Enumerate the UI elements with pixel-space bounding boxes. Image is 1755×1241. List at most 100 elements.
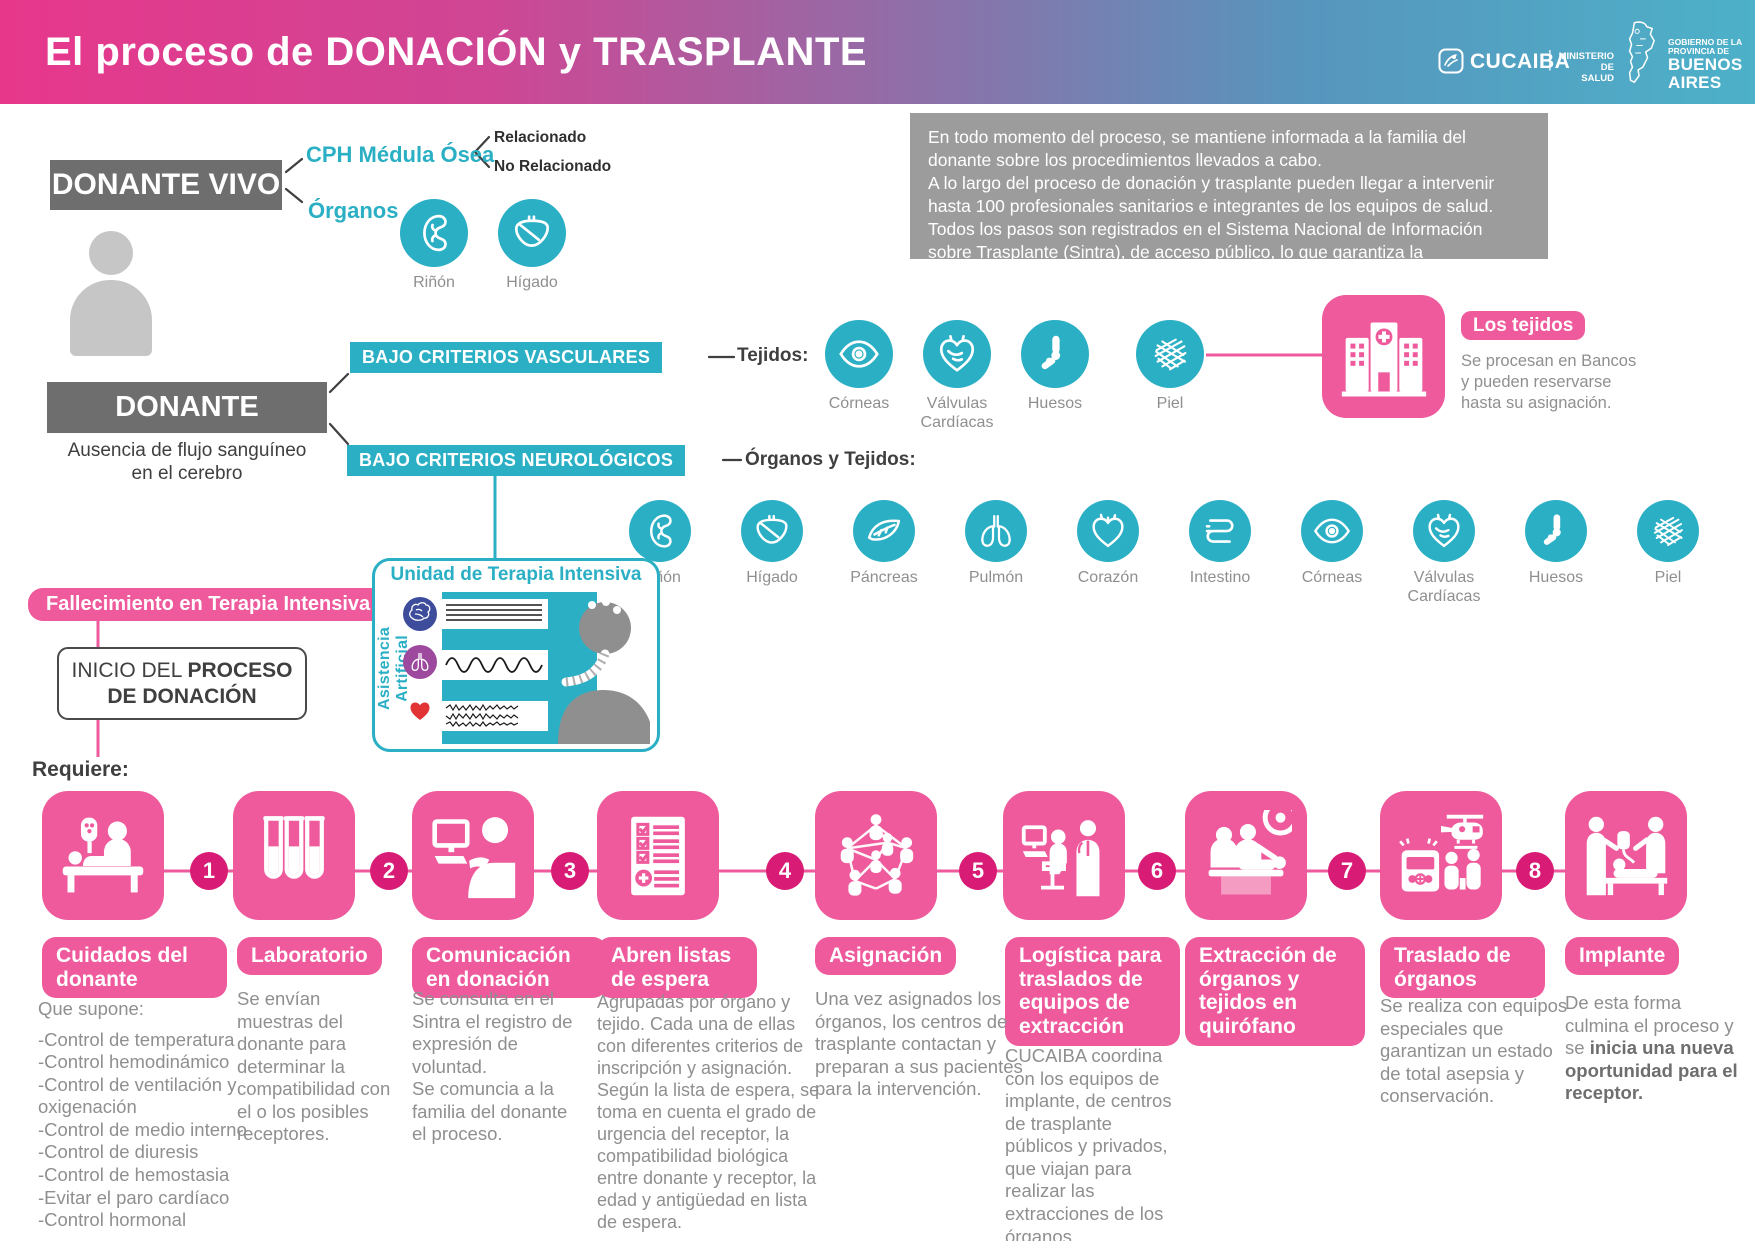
cucaiba-logo-text: CUCAIBA bbox=[1470, 50, 1571, 73]
skin-icon bbox=[1136, 320, 1204, 388]
cornea-icon bbox=[825, 320, 893, 388]
donante-fallecido-subtitle: Ausencia de flujo sanguíneo en el cerebr… bbox=[67, 440, 307, 484]
step-number: 3 bbox=[551, 852, 589, 890]
li­ver-icon bbox=[741, 500, 803, 562]
step-title: Comunicación en donación bbox=[412, 937, 607, 999]
kidney-icon bbox=[629, 500, 691, 562]
step-title: Traslado de órganos bbox=[1380, 937, 1545, 999]
info-line: En todo momento del proceso, se mantiene… bbox=[928, 127, 1466, 170]
bone-icon bbox=[1021, 320, 1089, 388]
step-title: Asignación bbox=[815, 937, 957, 975]
bajo-criterios-vasculares-tag: BAJO CRITERIOS VASCULARES bbox=[350, 342, 663, 373]
info-line: A lo largo del proceso de donación y tra… bbox=[928, 173, 1495, 216]
step-body-comunicacion: Se consulta en el Sintra el registro de … bbox=[412, 988, 573, 1145]
step-number: 2 bbox=[370, 852, 408, 890]
inicio-text-bold: PROCESO bbox=[187, 658, 293, 682]
step-icon-listas bbox=[597, 791, 719, 920]
step-body-listas: Agrupadas por órgano y tejido. Cada una … bbox=[597, 992, 820, 1232]
person-silhouette-body bbox=[70, 280, 152, 356]
inicio-text: INICIO DEL bbox=[71, 658, 188, 682]
organos-label: Órganos bbox=[308, 198, 399, 223]
donante-vivo-box: DONANTE VIVO bbox=[50, 160, 282, 210]
intestine-icon bbox=[1189, 500, 1251, 562]
requiere-label: Requiere: bbox=[32, 758, 129, 781]
step-title: Extracción de órganos y tejidos en quiró… bbox=[1185, 937, 1365, 1046]
heart-valve-icon bbox=[923, 320, 991, 388]
step-title: Logística para traslados de equipos de e… bbox=[1005, 937, 1180, 1046]
organ-label: Páncreas bbox=[850, 569, 918, 586]
no-relacionado-label: No Relacionado bbox=[494, 158, 612, 175]
pancreas-icon bbox=[853, 500, 915, 562]
tejido-label: Córneas bbox=[828, 395, 890, 412]
organos-y-tejidos-label: Órganos y Tejidos: bbox=[745, 449, 916, 470]
gobierno-ba-logo: GOBIERNO DE LA PROVINCIA DE BUENOS AIRES bbox=[1668, 37, 1743, 92]
donante-fallecido-box: DONANTE FALLECIDO bbox=[47, 382, 327, 474]
organ-label: Riñón bbox=[413, 274, 455, 291]
step-number: 7 bbox=[1328, 852, 1366, 890]
step-body-implante: De esta forma culmina el proceso y se in… bbox=[1565, 992, 1738, 1104]
step-body-laboratorio: Se envían muestras del donante para dete… bbox=[237, 988, 391, 1145]
process-info-box: En todo momento del proceso, se mantiene… bbox=[910, 113, 1548, 285]
organ-label: Válvulas Cardíacas bbox=[1407, 569, 1481, 606]
step-body-traslado: Se realiza con equipos especiales que ga… bbox=[1380, 995, 1568, 1107]
step-icon-implante bbox=[1565, 791, 1687, 920]
organ-label: Hígado bbox=[746, 569, 798, 586]
bajo-criterios-neurologicos-tag: BAJO CRITERIOS NEUROLÓGICOS bbox=[347, 445, 686, 476]
organ-label: Piel bbox=[1654, 569, 1682, 586]
step-icon-comunicacion bbox=[412, 791, 534, 920]
los-tejidos-pill: Los tejidos bbox=[1461, 311, 1586, 341]
uti-title: Unidad de Terapia Intensiva bbox=[390, 564, 642, 585]
cucaiba-logo-icon bbox=[1438, 48, 1464, 74]
step-icon-logistica bbox=[1003, 791, 1125, 920]
step-title: Abren listas de espera bbox=[597, 937, 757, 999]
buenos-aires-map-icon bbox=[1628, 21, 1655, 83]
step-icon-laboratorio bbox=[233, 791, 355, 920]
uti-side-label: Asistencia Artificial bbox=[376, 626, 411, 710]
organ-label: Huesos bbox=[1528, 569, 1584, 586]
step-icon-extraccion bbox=[1185, 791, 1307, 920]
cornea-icon bbox=[1301, 500, 1363, 562]
kidney-icon bbox=[400, 199, 468, 267]
inicio-text-bold2: DE DONACIÓN bbox=[107, 684, 257, 708]
logo-divider: | bbox=[1547, 46, 1553, 71]
step-number: 1 bbox=[190, 852, 228, 890]
step-number: 8 bbox=[1516, 852, 1554, 890]
skin-icon bbox=[1637, 500, 1699, 562]
page-title: El proceso de DONACIÓN y TRASPLANTE bbox=[45, 29, 868, 74]
step-number: 5 bbox=[959, 852, 997, 890]
organ-label: Hígado bbox=[506, 274, 558, 291]
inicio-proceso-box: INICIO DEL PROCESO DE DONACIÓN bbox=[57, 647, 307, 720]
tejido-label: Piel bbox=[1156, 395, 1184, 412]
organ-label: Córneas bbox=[1301, 569, 1363, 586]
tejidos-label: Tejidos: bbox=[737, 345, 809, 366]
step-title: Implante bbox=[1565, 937, 1680, 975]
tejido-label: Huesos bbox=[1027, 395, 1083, 412]
info-line: Todos los pasos son registrados en el Si… bbox=[928, 219, 1483, 285]
lungs-icon bbox=[965, 500, 1027, 562]
organ-label: Pulmón bbox=[968, 569, 1024, 586]
heart-icon bbox=[1077, 500, 1139, 562]
uti-illustration bbox=[403, 592, 650, 744]
liver-icon bbox=[498, 199, 566, 267]
person-silhouette-head bbox=[89, 231, 133, 275]
step-body-logistica: CUCAIBA coordina con los equipos de impl… bbox=[1005, 1045, 1172, 1241]
header-bar: El proceso de DONACIÓN y TRASPLANTE CUCA… bbox=[0, 0, 1755, 104]
tejido-label: Válvulas Cardíacas bbox=[920, 395, 994, 432]
organ-label: Corazón bbox=[1077, 569, 1139, 586]
step-icon-asignacion bbox=[815, 791, 937, 920]
step-title: Laboratorio bbox=[237, 937, 382, 975]
step-icon-traslado bbox=[1380, 791, 1502, 920]
heart-valve-icon bbox=[1413, 500, 1475, 562]
fallecimiento-pill: Fallecimiento en Terapia Intensiva bbox=[28, 588, 389, 621]
cph-medula-osea-label: CPH Médula Ósea bbox=[306, 142, 495, 167]
bone-icon bbox=[1525, 500, 1587, 562]
relacionado-label: Relacionado bbox=[494, 129, 587, 146]
ministerio-salud-logo: MINISTERIO DE SALUD bbox=[1558, 51, 1614, 84]
los-tejidos-text: Se procesan en Bancos y pueden reservars… bbox=[1461, 352, 1637, 413]
step-icon-cuidados bbox=[42, 791, 164, 920]
step-body-asignacion: Una vez asignados los órganos, los centr… bbox=[815, 988, 1023, 1100]
step-number: 4 bbox=[766, 852, 804, 890]
tissue-bank-hospital-icon bbox=[1322, 295, 1445, 418]
step-title: Cuidados del donante bbox=[42, 937, 227, 999]
